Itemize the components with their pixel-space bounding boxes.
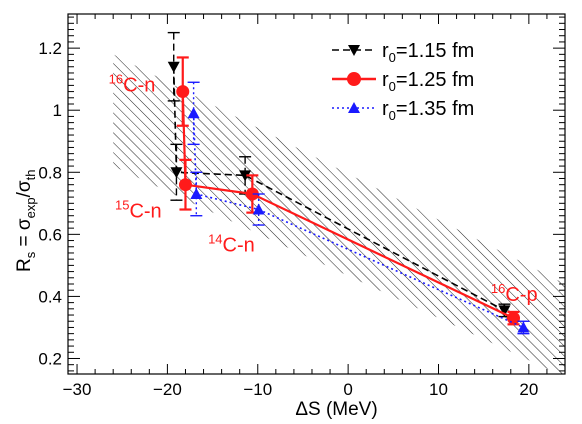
x-axis-title: ΔS (MeV) [295, 399, 377, 420]
y-tick-label: 0.2 [38, 349, 62, 368]
annotation-label: 16C-n [109, 72, 156, 97]
data-point [187, 107, 200, 119]
legend-entry: r0=1.35 fm [332, 98, 474, 123]
y-tick-label: 0.4 [38, 287, 62, 306]
uncertainty-band [113, 54, 565, 374]
legend-entry: r0=1.15 fm [332, 40, 474, 65]
data-point [170, 167, 183, 179]
legend-marker [348, 102, 360, 113]
data-point [239, 170, 252, 182]
legend: r0=1.15 fm r0=1.25 fm r0=1.35 fm [332, 40, 474, 123]
legend-label: r0=1.35 fm [382, 98, 474, 123]
series-2 [187, 81, 530, 335]
data-point [176, 85, 190, 99]
x-tick-label: 10 [429, 380, 448, 399]
y-tick-label: 1.2 [38, 39, 62, 58]
data-point [506, 311, 520, 325]
legend-marker [348, 45, 360, 56]
data-point [517, 321, 530, 333]
y-axis-title: Rs = σexp/σth [14, 170, 38, 272]
legend-label: r0=1.15 fm [382, 40, 474, 65]
data-point [252, 203, 265, 215]
data-point [167, 61, 180, 73]
annotations: 16C-n 15C-n 14C-n 16C-p [109, 72, 538, 306]
x-tick-label: 0 [343, 380, 352, 399]
band-hatch [113, 54, 565, 374]
legend-label: r0=1.25 fm [382, 69, 474, 94]
plot-frame [67, 13, 566, 375]
data-point [245, 187, 259, 201]
legend-entry: r0=1.25 fm [332, 69, 474, 94]
y-tick-label: 1 [53, 101, 62, 120]
x-tick-label: 20 [519, 380, 538, 399]
annotation-label: 14C-n [208, 231, 255, 256]
annotation-label: 15C-n [115, 197, 162, 222]
series-1 [176, 56, 520, 326]
data-point [498, 305, 511, 317]
series-line [172, 66, 505, 312]
series-layer [167, 31, 530, 335]
series-line [192, 113, 524, 329]
data-point [190, 188, 203, 199]
y-tick-label: 0.6 [38, 225, 62, 244]
series-line [181, 91, 514, 320]
x-tick-label: −10 [243, 380, 272, 399]
x-tick-label: −20 [153, 380, 182, 399]
legend-marker [347, 72, 361, 86]
axes: −30 −20 −10 0 10 20 0.2 0.4 0.6 0.8 1 1.2 ΔS (MeV) Rs… [14, 14, 566, 420]
annotation-label: 16C-p [491, 281, 538, 306]
x-tick-label: −30 [63, 380, 92, 399]
data-point [178, 178, 192, 192]
y-tick-label: 0.8 [38, 163, 62, 182]
